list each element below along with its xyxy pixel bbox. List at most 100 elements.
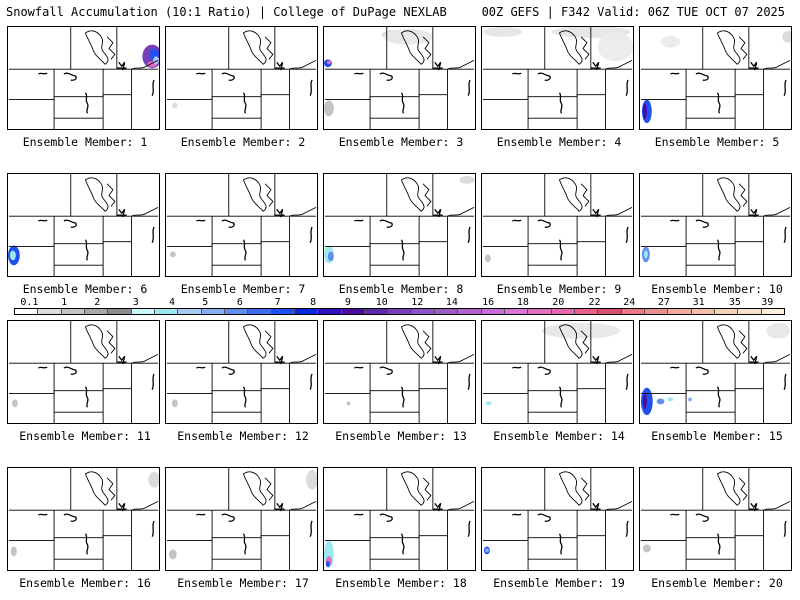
water-feature (783, 373, 787, 390)
colorbar-tick-label: 18 (516, 297, 529, 308)
boundary-line (640, 388, 764, 395)
basemap (640, 174, 791, 276)
member-caption: Ensemble Member: 9 (496, 282, 622, 296)
boundary-line (166, 94, 290, 101)
snowfall-map (165, 173, 318, 277)
coastline (264, 183, 274, 207)
colorbar-tick-label: 16 (482, 297, 495, 308)
water-feature (379, 219, 393, 228)
water-feature (537, 513, 551, 522)
water-feature (467, 79, 471, 96)
coastline (605, 206, 633, 217)
basemap (640, 27, 791, 129)
colorbar-swatch (551, 309, 575, 314)
coastline (131, 206, 159, 217)
snowfall-area (640, 387, 653, 416)
snowfall-area (10, 546, 17, 557)
basemap (324, 174, 475, 276)
ensemble-panel: Ensemble Member: 15 (639, 320, 799, 444)
coastline (605, 353, 633, 364)
snowfall-area (9, 250, 16, 261)
snowfall-map (323, 26, 476, 130)
colorbar-swatch (341, 309, 365, 314)
coastline (131, 500, 159, 511)
snowfall-area (325, 561, 330, 568)
coastline (131, 353, 159, 364)
snowfall-area (667, 397, 674, 402)
basemap (640, 468, 791, 570)
water-feature (84, 386, 89, 408)
boundary-line (8, 241, 132, 248)
colorbar-swatch (644, 309, 669, 314)
coastline (580, 330, 590, 354)
coastline (447, 353, 475, 364)
water-feature (716, 92, 721, 114)
snowfall-area (485, 401, 492, 406)
snowfall-area (541, 322, 621, 339)
colorbar-swatch (621, 309, 645, 314)
snowfall-map (639, 467, 792, 571)
water-feature (38, 72, 48, 75)
snowfall-map (481, 467, 634, 571)
water-feature (670, 72, 680, 75)
colorbar-tick-label: 24 (623, 297, 636, 308)
ensemble-panel: Ensemble Member: 14 (481, 320, 641, 444)
coastline (106, 330, 116, 354)
coastline (605, 500, 633, 511)
coastline (763, 59, 791, 70)
basemap (482, 321, 633, 423)
boundary-line (640, 535, 764, 542)
member-caption: Ensemble Member: 13 (335, 429, 467, 443)
coastline (400, 324, 425, 359)
snowfall-area (327, 251, 334, 262)
snowfall-area (153, 56, 159, 65)
coastline (106, 477, 116, 501)
boundary-line (166, 388, 290, 395)
water-feature (590, 355, 601, 365)
water-feature (695, 513, 709, 522)
basemap (482, 27, 633, 129)
colorbar-swatch (668, 309, 692, 314)
colorbar-swatch (574, 309, 599, 314)
basemap (8, 468, 159, 570)
snowfall-map (481, 173, 634, 277)
snowfall-area (171, 102, 178, 109)
member-caption: Ensemble Member: 2 (180, 135, 306, 149)
water-feature (196, 513, 206, 516)
water-feature (467, 520, 471, 537)
colorbar-tick-label: 14 (445, 297, 458, 308)
ensemble-panel: Ensemble Member: 4 (481, 26, 641, 150)
snowfall-area (642, 393, 647, 410)
water-feature (537, 366, 551, 375)
coastline (738, 36, 748, 60)
water-feature (116, 208, 127, 218)
member-caption: Ensemble Member: 12 (177, 429, 309, 443)
basemap (482, 468, 633, 570)
boundary-line (640, 94, 764, 101)
boundary-line (166, 535, 290, 542)
water-feature (38, 219, 48, 222)
water-feature (38, 366, 48, 369)
colorbar-tick-label: 35 (728, 297, 741, 308)
snowfall-area (642, 544, 651, 553)
colorbar-tick-label: 7 (274, 297, 281, 308)
colorbar-swatch (411, 309, 435, 314)
coastline (447, 59, 475, 70)
snowfall-area (642, 103, 647, 120)
coastline (763, 500, 791, 511)
water-feature (274, 61, 285, 71)
water-feature (670, 219, 680, 222)
ensemble-panel: Ensemble Member: 9 (481, 173, 641, 297)
water-feature (625, 373, 629, 390)
ensemble-panel: Ensemble Member: 5 (639, 26, 799, 150)
snowfall-map (165, 26, 318, 130)
colorbar-swatch (294, 309, 319, 314)
ensemble-panel: Ensemble Member: 13 (323, 320, 483, 444)
water-feature (379, 72, 393, 81)
coastline (106, 183, 116, 207)
member-caption: Ensemble Member: 18 (335, 576, 467, 590)
member-caption: Ensemble Member: 10 (651, 282, 783, 296)
coastline (738, 330, 748, 354)
coastline (580, 36, 590, 60)
colorbar-tick-label: 10 (375, 297, 388, 308)
